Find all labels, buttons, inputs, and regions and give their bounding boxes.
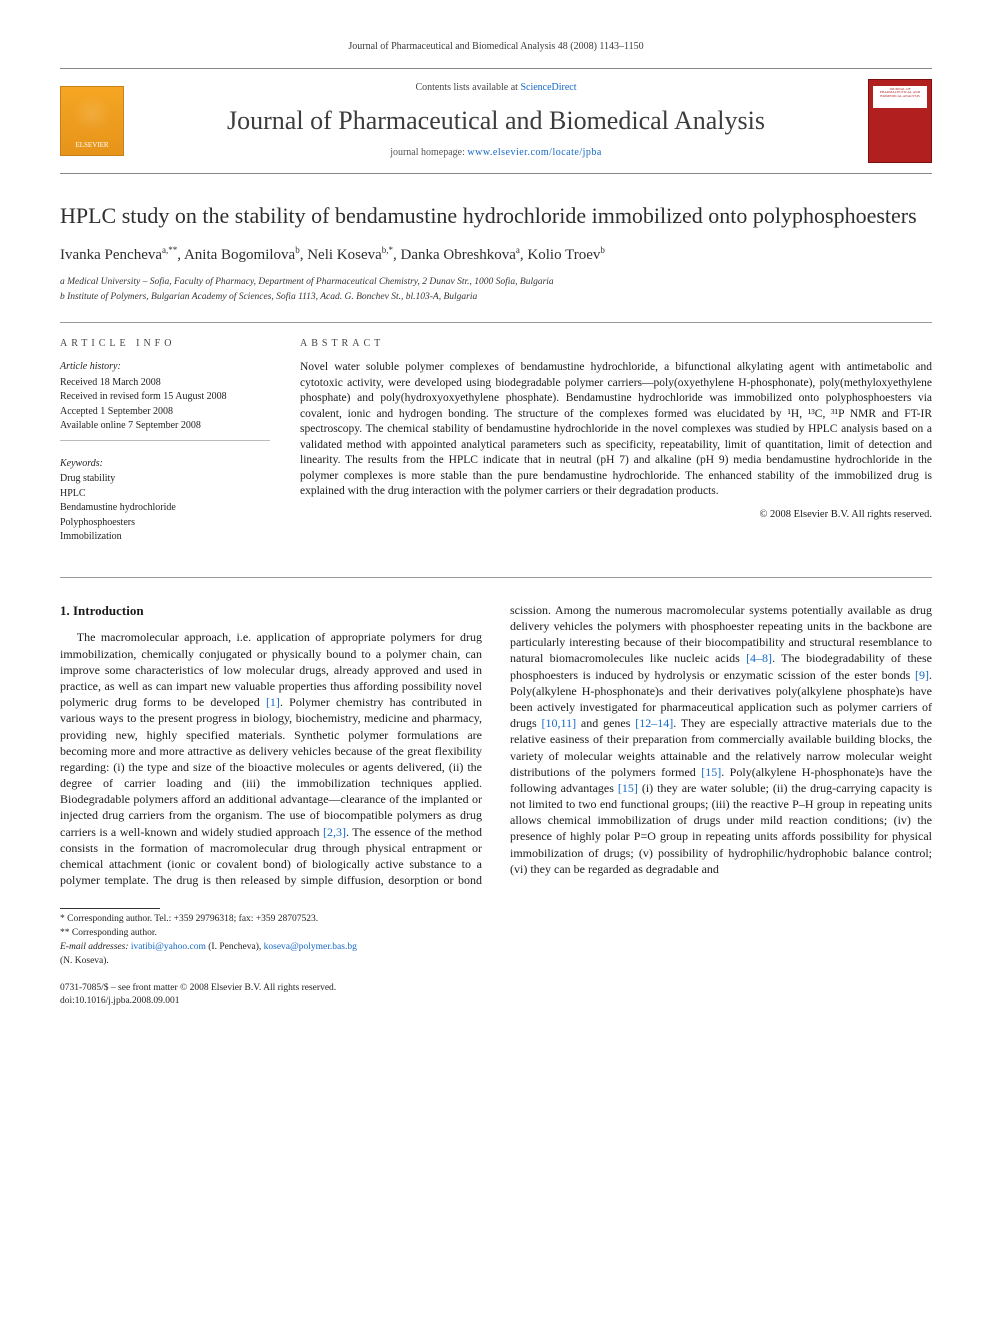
citation-4-8[interactable]: [4–8] xyxy=(746,651,772,665)
abstract-copyright: © 2008 Elsevier B.V. All rights reserved… xyxy=(300,508,932,522)
abstract-text: Novel water soluble polymer complexes of… xyxy=(300,360,932,500)
article-body: 1. Introduction The macromolecular appro… xyxy=(60,602,932,889)
history-received: Received 18 March 2008 xyxy=(60,376,270,391)
body-text: (i) they are water soluble; (ii) the dru… xyxy=(510,781,932,876)
email-who-2: (N. Koseva). xyxy=(60,956,109,966)
keyword-4: Immobilization xyxy=(60,530,270,545)
journal-name: Journal of Pharmaceutical and Biomedical… xyxy=(138,103,854,138)
divider-bottom xyxy=(60,577,932,578)
divider-top xyxy=(60,322,932,323)
body-text: and genes xyxy=(576,716,635,730)
email-koseva[interactable]: koseva@polymer.bas.bg xyxy=(264,942,357,952)
info-abstract-row: ARTICLE INFO Article history: Received 1… xyxy=(60,337,932,561)
keyword-1: HPLC xyxy=(60,487,270,502)
body-text: . Polymer chemistry has contributed in v… xyxy=(60,695,482,839)
citation-10-11[interactable]: [10,11] xyxy=(542,716,577,730)
email-addresses: E-mail addresses: ivatibi@yahoo.com (I. … xyxy=(60,941,932,969)
history-accepted: Accepted 1 September 2008 xyxy=(60,405,270,420)
banner-center: Contents lists available at ScienceDirec… xyxy=(138,81,854,159)
contents-available-line: Contents lists available at ScienceDirec… xyxy=(138,81,854,95)
keyword-2: Bendamustine hydrochloride xyxy=(60,501,270,516)
section-1-heading: 1. Introduction xyxy=(60,602,482,620)
doi-line: doi:10.1016/j.jpba.2008.09.001 xyxy=(60,995,932,1008)
abstract-column: ABSTRACT Novel water soluble polymer com… xyxy=(300,337,932,561)
email-pencheva[interactable]: ivatibi@yahoo.com xyxy=(131,942,206,952)
article-info-heading: ARTICLE INFO xyxy=(60,337,270,351)
email-label: E-mail addresses: xyxy=(60,942,131,952)
affiliation-a: a Medical University – Sofia, Faculty of… xyxy=(60,275,932,289)
article-title: HPLC study on the stability of bendamust… xyxy=(60,202,932,231)
citation-9[interactable]: [9] xyxy=(915,668,929,682)
history-label: Article history: xyxy=(60,360,270,374)
elsevier-logo-text: ELSEVIER xyxy=(75,141,108,150)
cover-title-text: JOURNAL OF PHARMACEUTICAL AND BIOMEDICAL… xyxy=(875,88,925,100)
affiliations: a Medical University – Sofia, Faculty of… xyxy=(60,275,932,304)
intro-paragraph: The macromolecular approach, i.e. applic… xyxy=(60,602,932,889)
keyword-0: Drug stability xyxy=(60,472,270,487)
author-list: Ivanka Penchevaa,**, Anita Bogomilovab, … xyxy=(60,244,932,265)
elsevier-logo: ELSEVIER xyxy=(60,86,124,156)
corresponding-author-1: * Corresponding author. Tel.: +359 29796… xyxy=(60,913,932,927)
footnotes: * Corresponding author. Tel.: +359 29796… xyxy=(60,908,932,968)
sciencedirect-link[interactable]: ScienceDirect xyxy=(520,82,576,93)
running-header: Journal of Pharmaceutical and Biomedical… xyxy=(60,40,932,54)
article-history-block: Article history: Received 18 March 2008 … xyxy=(60,360,270,441)
citation-1[interactable]: [1] xyxy=(266,695,280,709)
affiliation-b: b Institute of Polymers, Bulgarian Acade… xyxy=(60,290,932,304)
abstract-heading: ABSTRACT xyxy=(300,337,932,351)
email-who-1: (I. Pencheva), xyxy=(206,942,264,952)
footnote-rule xyxy=(60,908,160,909)
keyword-3: Polyphosphoesters xyxy=(60,516,270,531)
journal-homepage-line: journal homepage: www.elsevier.com/locat… xyxy=(138,146,854,160)
page-footer: 0731-7085/$ – see front matter © 2008 El… xyxy=(60,982,932,1008)
keywords-label: Keywords: xyxy=(60,457,270,471)
history-revised: Received in revised form 15 August 2008 xyxy=(60,390,270,405)
issn-line: 0731-7085/$ – see front matter © 2008 El… xyxy=(60,982,932,995)
citation-2-3[interactable]: [2,3] xyxy=(323,825,346,839)
history-online: Available online 7 September 2008 xyxy=(60,419,270,434)
journal-cover-thumbnail: JOURNAL OF PHARMACEUTICAL AND BIOMEDICAL… xyxy=(868,79,932,163)
contents-prefix: Contents lists available at xyxy=(415,82,520,93)
journal-homepage-link[interactable]: www.elsevier.com/locate/jpba xyxy=(467,147,601,158)
citation-15a[interactable]: [15] xyxy=(701,765,721,779)
keywords-block: Keywords: Drug stability HPLC Bendamusti… xyxy=(60,457,270,545)
corresponding-author-2: ** Corresponding author. xyxy=(60,927,932,941)
article-info-column: ARTICLE INFO Article history: Received 1… xyxy=(60,337,270,561)
journal-banner: ELSEVIER Contents lists available at Sci… xyxy=(60,68,932,174)
citation-15b[interactable]: [15] xyxy=(618,781,638,795)
homepage-prefix: journal homepage: xyxy=(390,147,467,158)
citation-12-14[interactable]: [12–14] xyxy=(635,716,673,730)
